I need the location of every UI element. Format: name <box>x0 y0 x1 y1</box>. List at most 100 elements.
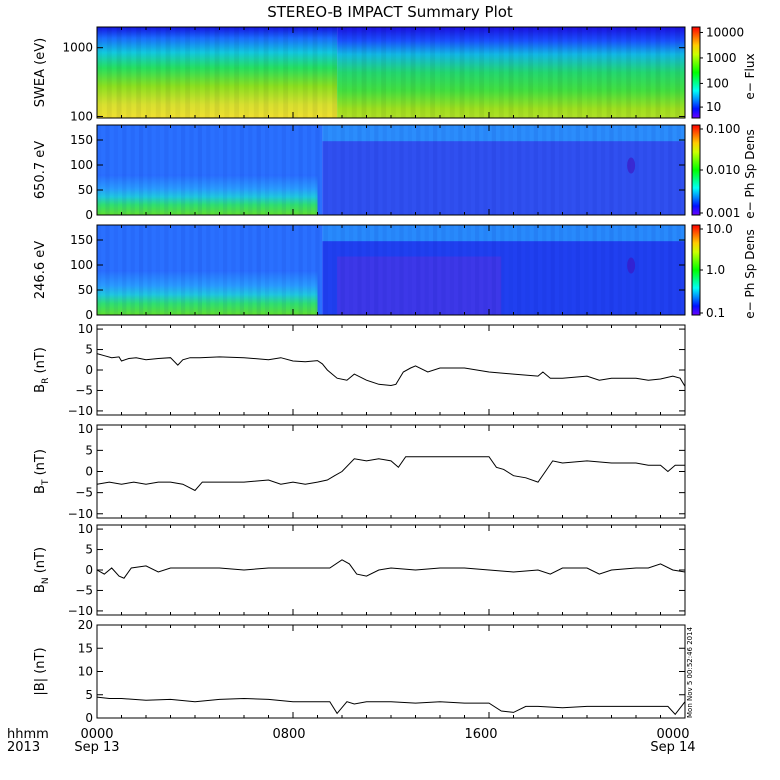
swea-texture <box>626 27 632 118</box>
pa650-texture <box>433 125 438 215</box>
pa650-texture <box>550 125 555 215</box>
pa246-texture <box>223 225 228 315</box>
pa246-texture <box>609 225 614 315</box>
swea-texture <box>489 27 494 118</box>
y-tick-label: 5 <box>85 343 93 357</box>
pa650-texture <box>466 125 471 215</box>
pa650-texture <box>458 125 463 215</box>
pa246-blob <box>627 257 636 274</box>
xtick-label-0800: 0800 <box>272 727 305 742</box>
pa650-texture <box>609 125 614 215</box>
swea-texture <box>116 27 122 118</box>
pa650-texture <box>239 125 244 215</box>
pa246-texture <box>315 225 320 315</box>
y-axis-label-sub: T <box>41 479 51 486</box>
swea-texture <box>420 27 425 118</box>
swea-texture <box>498 27 504 118</box>
swea-texture <box>518 27 523 118</box>
y-axis-label: 650.7 eV <box>33 141 48 199</box>
pa650-texture <box>567 125 572 215</box>
swea-texture <box>351 27 357 118</box>
pa650-texture <box>668 125 673 215</box>
y-axis-label: BN (nT) <box>33 547 51 593</box>
pa246-texture <box>550 225 555 315</box>
pa246-texture <box>231 225 236 315</box>
pa650-texture <box>391 125 396 215</box>
y-tick-label: −5 <box>75 486 93 500</box>
panel-frame <box>96 624 686 719</box>
pa650-texture <box>223 125 228 215</box>
field-line <box>96 456 685 492</box>
pa650-texture <box>231 125 236 215</box>
y-axis-label-b: B <box>33 485 48 494</box>
pa650-texture <box>298 125 303 215</box>
pa650-texture <box>315 125 320 215</box>
xtick-label-0000: 0000 <box>80 727 113 742</box>
pa650-texture <box>399 125 404 215</box>
pa246-texture <box>374 225 379 315</box>
swea-texture <box>332 27 338 118</box>
y-tick-label: 10 <box>78 665 93 679</box>
y-axis-label: BT (nT) <box>33 449 51 494</box>
colorbar-tick-label: 10000 <box>706 25 744 39</box>
y-tick-label: 5 <box>85 688 93 702</box>
y-axis-label-b: B <box>33 384 48 393</box>
pa246-texture <box>214 225 219 315</box>
pa650-texture <box>601 125 606 215</box>
pa650-texture <box>139 125 144 215</box>
swea-texture <box>263 27 269 118</box>
swea-texture <box>459 27 465 118</box>
y-tick-label: 100 <box>70 158 93 172</box>
y-axis-label-b: B <box>33 584 48 593</box>
pa650-texture <box>643 125 648 215</box>
swea-texture <box>508 27 514 118</box>
pa650-texture <box>542 125 547 215</box>
swea-texture <box>469 27 474 118</box>
swea-band-pre <box>97 27 338 118</box>
pa246-texture <box>634 225 639 315</box>
field-line <box>96 353 686 387</box>
pa246-texture <box>273 225 278 315</box>
y-tick-label: −10 <box>68 507 93 521</box>
y-tick-label: 10 <box>78 422 93 436</box>
pa246-texture <box>265 225 270 315</box>
pa650-texture <box>265 125 270 215</box>
y-tick-label: −5 <box>75 383 93 397</box>
y-tick-label: −10 <box>68 604 93 618</box>
pa650-texture <box>634 125 639 215</box>
y-tick-label: 15 <box>78 641 93 655</box>
pa246-texture <box>357 225 362 315</box>
swea-texture <box>645 27 651 118</box>
swea-texture <box>234 27 240 118</box>
panel-1-axes: 150 100 50 0 650.7 eV <box>33 124 686 222</box>
y-axis-label: SWEA (eV) <box>33 38 48 107</box>
footer-year: 2013 <box>7 740 40 755</box>
pa246-texture <box>105 225 110 315</box>
pa246-texture <box>256 225 261 315</box>
pa650-texture <box>559 125 564 215</box>
pa246-texture <box>584 225 589 315</box>
swea-texture <box>557 27 563 118</box>
pa246-texture <box>466 225 471 315</box>
pa246-texture <box>147 225 152 315</box>
pa650-texture <box>248 125 253 215</box>
colorbar-tick-label: 10 <box>706 100 721 114</box>
field-line <box>96 559 686 579</box>
pa246-texture <box>332 225 337 315</box>
swea-texture <box>224 27 229 118</box>
pa246-texture <box>533 225 538 315</box>
y-axis-label-sub: R <box>41 378 51 384</box>
pa246-texture <box>139 225 144 315</box>
swea-texture <box>97 27 102 118</box>
pa246-texture <box>676 225 681 315</box>
swea-texture <box>273 27 278 118</box>
pa246-texture <box>407 225 412 315</box>
pa650-texture <box>273 125 278 215</box>
pa246-texture <box>239 225 244 315</box>
pa246-texture <box>491 225 496 315</box>
colorbar-tick-label: 0.001 <box>706 206 740 220</box>
swea-texture <box>342 27 347 118</box>
swea-texture <box>244 27 249 118</box>
xtick-label-end: 0000 <box>656 727 689 742</box>
